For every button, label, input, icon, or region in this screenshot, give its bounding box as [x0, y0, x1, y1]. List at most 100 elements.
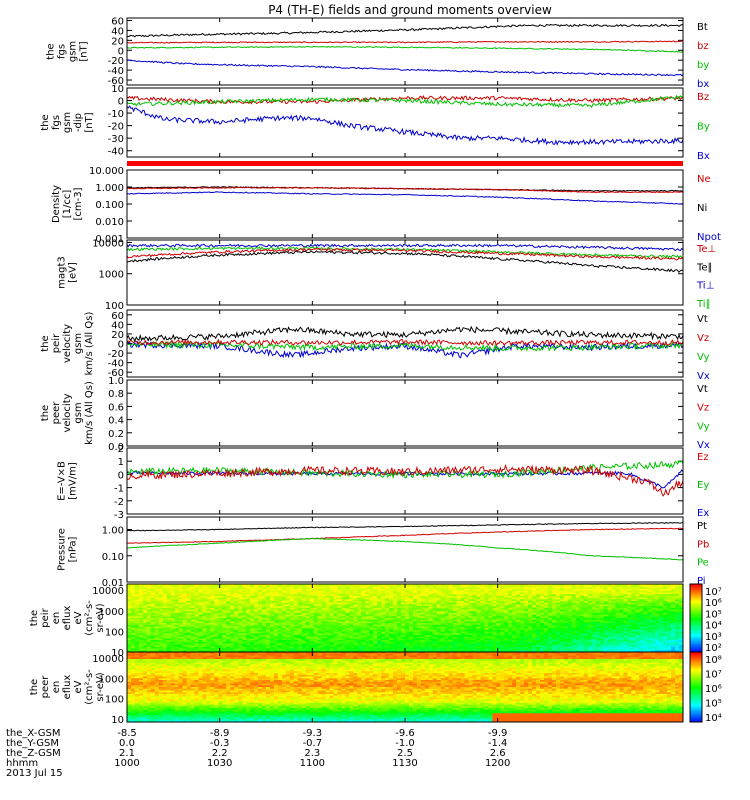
spectrogram-cell	[170, 638, 176, 641]
spectrogram-cell	[162, 631, 168, 634]
spectrogram-cell	[500, 635, 505, 638]
spectrogram-cell	[583, 643, 589, 646]
spectrogram-cell	[301, 590, 307, 593]
spectrogram-cell	[408, 631, 414, 634]
spectrogram-cell	[472, 594, 477, 597]
spectrogram-cell	[202, 631, 207, 634]
spectrogram-cell	[226, 601, 231, 604]
spectrogram-cell	[385, 609, 390, 612]
spectrogram-cell	[496, 597, 501, 600]
spectrogram-cell	[373, 646, 378, 649]
spectrogram-cell	[289, 611, 295, 614]
spectrogram-cell	[293, 618, 299, 621]
spectrogram-cell	[254, 638, 259, 641]
spectrogram-cell	[472, 590, 477, 593]
spectrogram-cell	[436, 641, 442, 644]
spectrogram-cell	[357, 594, 362, 597]
spectrogram-cell	[321, 585, 326, 588]
spectrogram-cell	[305, 606, 311, 609]
spectrogram-cell	[313, 619, 319, 622]
spectrogram-cell	[317, 636, 322, 639]
spectrogram-cell	[389, 638, 394, 641]
spectrogram-cell	[214, 638, 219, 641]
spectrogram-cell	[170, 585, 176, 588]
spectrogram-cell	[468, 614, 473, 617]
spectrogram-cell	[428, 628, 434, 631]
spectrogram-cell	[269, 618, 275, 621]
spectrogram-cell	[178, 589, 183, 592]
y-axis-label-line: [eV]	[68, 262, 79, 283]
spectrogram-cell	[238, 648, 243, 651]
spectrogram-cell	[210, 616, 215, 619]
spectrogram-cell	[571, 616, 577, 619]
spectrogram-cell	[405, 645, 410, 648]
spectrogram-cell	[432, 641, 438, 644]
spectrogram-cell	[214, 646, 219, 649]
spectrogram-cell	[341, 643, 346, 646]
spectrogram-cell	[448, 614, 454, 617]
spectrogram-cell	[206, 606, 211, 609]
spectrogram-cell	[504, 629, 509, 632]
spectrogram-cell	[146, 643, 152, 646]
spectrogram-cell	[424, 589, 430, 592]
spectrogram-cell	[329, 601, 334, 604]
spectrogram-cell	[484, 648, 489, 651]
spectrogram-cell	[281, 602, 287, 605]
spectrogram-cell	[309, 623, 315, 626]
spectrogram-cell	[329, 604, 334, 607]
spectrogram-cell	[555, 604, 561, 607]
spectrogram-cell	[540, 585, 545, 588]
spectrogram-cell	[289, 641, 295, 644]
spectrogram-cell	[289, 585, 295, 588]
spectrogram-cell	[289, 604, 295, 607]
spectrogram-cell	[146, 587, 152, 590]
spectrogram-cell	[285, 643, 291, 646]
spectrogram-cell	[301, 611, 307, 614]
spectrogram-cell	[238, 612, 243, 615]
spectrogram-cell	[536, 648, 541, 651]
spectrogram-cell	[401, 645, 406, 648]
spectrogram-cell	[166, 614, 172, 617]
spectrogram-cell	[158, 629, 164, 632]
spectrogram-cell	[234, 602, 239, 605]
y-tick-label: 0.010	[95, 217, 124, 228]
spectrogram-cell	[488, 606, 493, 609]
spectrogram-cell	[198, 594, 203, 597]
spectrogram-cell	[361, 646, 366, 649]
spectrogram-cell	[325, 643, 330, 646]
spectrogram-cell	[289, 599, 295, 602]
spectrogram-cell	[250, 631, 255, 634]
spectrogram-cell	[206, 626, 211, 629]
spectrogram-cell	[397, 643, 402, 646]
spectrogram-cell	[134, 624, 140, 627]
spectrogram-cell	[369, 624, 374, 627]
spectrogram-cell	[385, 595, 390, 598]
spectrogram-cell	[444, 590, 450, 593]
spectrogram-cell	[349, 645, 354, 648]
spectrogram-cell	[174, 616, 180, 619]
spectrogram-cell	[285, 601, 291, 604]
spectrogram-cell	[262, 626, 267, 629]
spectrogram-cell	[321, 590, 326, 593]
spectrogram-cell	[516, 597, 521, 600]
spectrogram-cell	[246, 643, 251, 646]
spectrogram-cell	[305, 609, 311, 612]
spectrogram-cell	[178, 594, 183, 597]
spectrogram-cell	[408, 611, 414, 614]
spectrogram-cell	[329, 633, 334, 636]
spectrogram-cell	[194, 604, 199, 607]
spectrogram-cell	[158, 601, 164, 604]
spectrogram-cell	[381, 616, 386, 619]
spectrogram-cell	[385, 621, 390, 624]
spectrogram-cell	[130, 597, 136, 600]
spectrogram-cell	[369, 612, 374, 615]
spectrogram-cell	[520, 618, 525, 621]
spectrogram-cell	[544, 648, 549, 651]
spectrogram-cell	[138, 636, 144, 639]
spectrogram-cell	[428, 641, 434, 644]
spectrogram-cell	[416, 628, 422, 631]
spectrogram-cell	[186, 636, 191, 639]
spectrogram-cell	[524, 648, 529, 651]
spectrogram-cell	[178, 628, 183, 631]
spectrogram-cell	[154, 646, 160, 649]
